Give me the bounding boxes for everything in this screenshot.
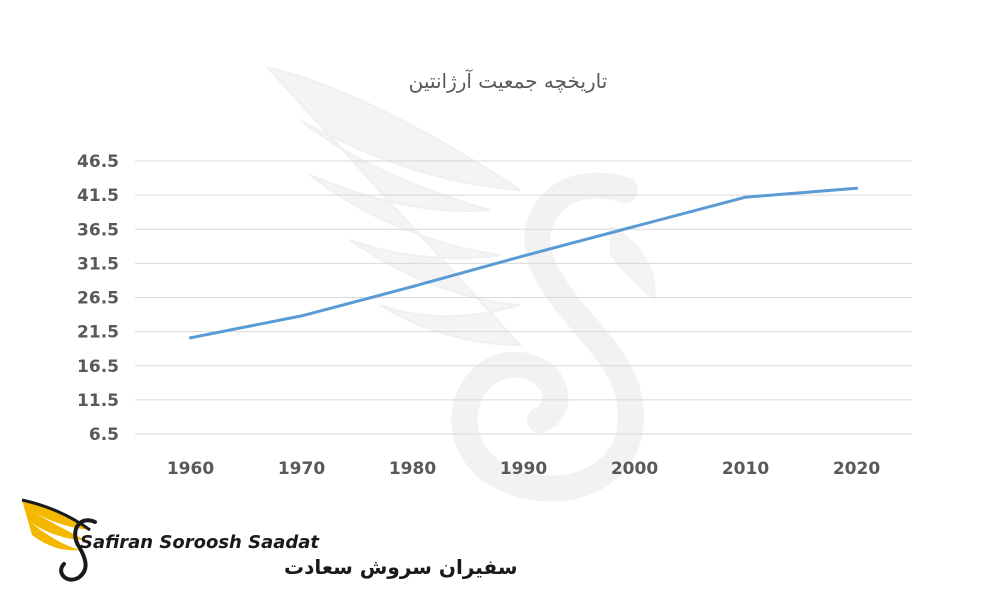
y-tick-label: 16.5 — [77, 357, 119, 377]
x-axis-ticks: 1960 1970 1980 1990 2000 2010 2020 — [167, 459, 880, 479]
data-point — [411, 285, 414, 289]
bird-watermark-icon — [265, 66, 656, 502]
y-tick-label: 41.5 — [77, 186, 119, 206]
x-tick-label: 1980 — [389, 459, 436, 479]
logo-name-en: Safiran Soroosh Saadat — [80, 532, 320, 553]
data-point — [633, 225, 636, 229]
chart-title: تاریخچه جمعیت آرژانتین — [409, 68, 608, 93]
data-point — [300, 314, 303, 318]
y-tick-label: 6.5 — [89, 425, 119, 445]
y-tick-label: 11.5 — [77, 391, 119, 411]
data-point — [855, 186, 858, 190]
x-tick-label: 1970 — [278, 459, 325, 479]
gridlines — [135, 160, 912, 435]
x-tick-label: 2000 — [611, 459, 658, 479]
x-tick-label: 1990 — [500, 459, 547, 479]
x-tick-label: 1960 — [167, 459, 214, 479]
y-tick-label: 21.5 — [77, 323, 119, 343]
y-tick-label: 36.5 — [77, 220, 119, 240]
series-layer — [189, 186, 858, 340]
y-tick-label: 46.5 — [77, 152, 119, 172]
x-tick-label: 2010 — [722, 459, 769, 479]
company-logo: Safiran Soroosh Saadat سفیران سروش سعادت — [21, 498, 518, 582]
x-tick-label: 2020 — [833, 459, 880, 479]
y-tick-label: 31.5 — [77, 254, 119, 274]
data-point — [189, 336, 192, 340]
y-tick-label: 26.5 — [77, 289, 119, 309]
data-point — [744, 195, 747, 199]
data-point — [522, 254, 525, 258]
bird-wing-logo-icon — [21, 498, 97, 582]
y-axis-ticks: 6.5 11.5 16.5 21.5 26.5 31.5 36.5 41.5 46.5 — [77, 152, 119, 445]
logo-name-fa: سفیران سروش سعادت — [284, 555, 518, 579]
